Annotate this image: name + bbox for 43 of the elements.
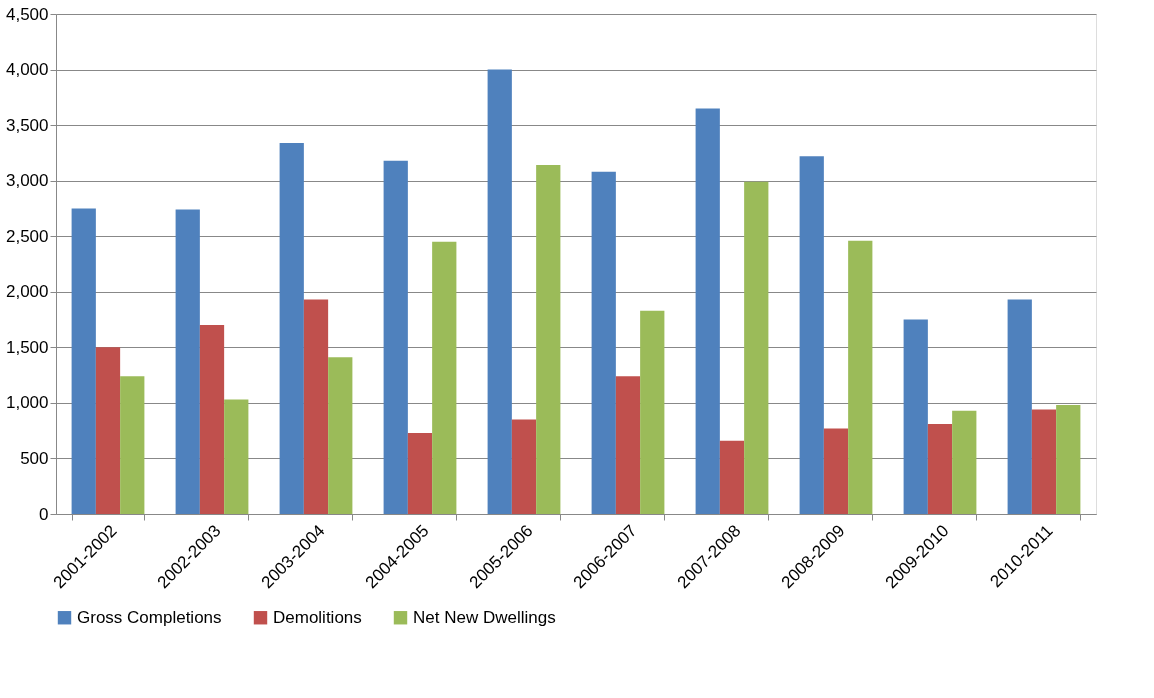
bar xyxy=(95,347,121,514)
bar xyxy=(640,310,665,514)
bar xyxy=(407,432,433,514)
bar xyxy=(120,376,145,514)
legend-label: Gross Completions xyxy=(77,607,222,627)
y-tick-label: 0 xyxy=(39,504,49,524)
bar xyxy=(927,424,953,514)
bar xyxy=(224,399,249,514)
y-tick-label: 3,000 xyxy=(5,171,49,191)
bar xyxy=(71,208,96,514)
bar xyxy=(1007,299,1032,514)
legend-label: Net New Dwellings xyxy=(413,607,556,627)
y-tick-label: 1,500 xyxy=(5,337,49,357)
bar xyxy=(744,181,769,514)
bar xyxy=(719,440,745,514)
bar xyxy=(383,160,408,514)
y-tick-label: 4,500 xyxy=(5,4,49,24)
y-tick-label: 500 xyxy=(20,448,49,468)
bar xyxy=(1056,405,1081,514)
legend-label: Demolitions xyxy=(273,607,362,627)
bar xyxy=(303,299,329,514)
bar xyxy=(903,319,928,514)
bar xyxy=(591,171,616,514)
bar xyxy=(1031,409,1057,514)
bar xyxy=(279,142,304,514)
y-tick-label: 3,500 xyxy=(5,115,49,135)
y-tick-label: 2,500 xyxy=(5,226,49,246)
y-tick-label: 2,000 xyxy=(5,282,49,302)
bar xyxy=(823,428,849,514)
bar xyxy=(536,165,561,514)
y-tick-label: 4,000 xyxy=(5,60,49,80)
bar xyxy=(952,410,977,514)
bar xyxy=(511,419,537,514)
y-tick-label: 1,000 xyxy=(5,393,49,413)
bar xyxy=(799,156,824,514)
bar xyxy=(848,240,873,514)
bar xyxy=(615,376,641,514)
bar xyxy=(175,209,200,514)
bar xyxy=(328,357,353,514)
bar xyxy=(432,241,457,514)
bar xyxy=(695,108,720,514)
bar xyxy=(199,325,225,514)
bar xyxy=(487,69,512,514)
